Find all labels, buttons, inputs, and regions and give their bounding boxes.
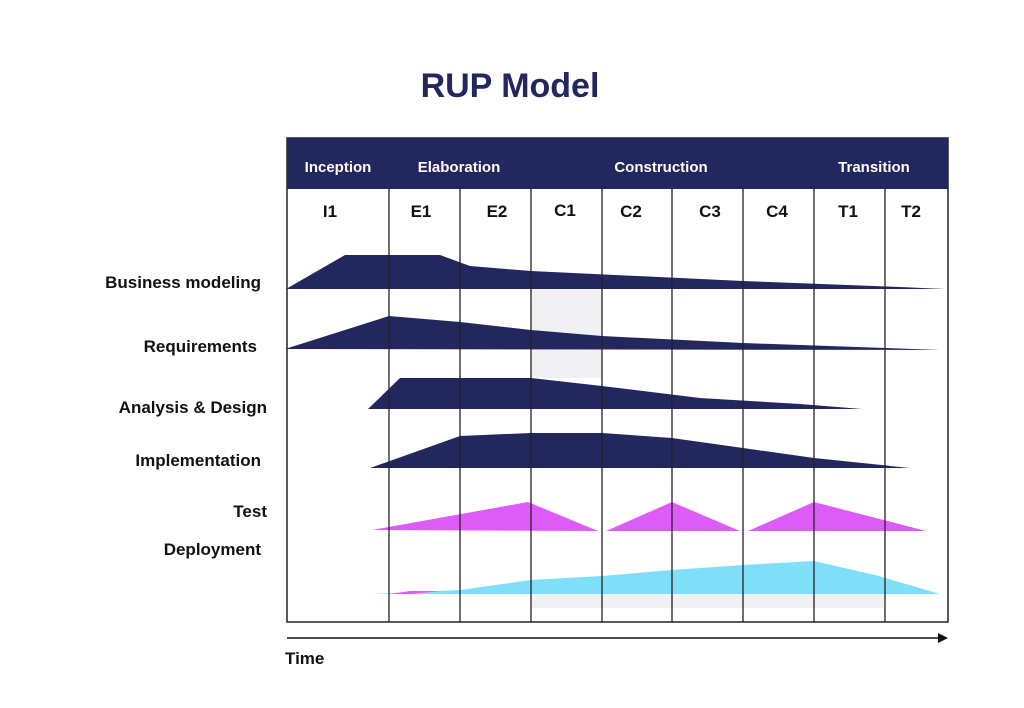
- label-analysis-design: Analysis & Design: [119, 398, 267, 417]
- implementation-shape: [370, 433, 910, 468]
- label-deployment: Deployment: [164, 540, 262, 559]
- deployment-accent: [390, 591, 440, 594]
- iteration-t2: T2: [901, 202, 921, 221]
- deployment-shape: [372, 561, 940, 594]
- iteration-labels: I1 E1 E2 C1 C2 C3 C4 T1 T2: [323, 201, 921, 221]
- iteration-c1: C1: [554, 201, 576, 220]
- label-test: Test: [233, 502, 267, 521]
- phase-elaboration: Elaboration: [418, 159, 501, 176]
- discipline-labels: Business modeling Requirements Analysis …: [105, 273, 267, 559]
- time-axis-label: Time: [285, 649, 324, 668]
- label-requirements: Requirements: [144, 337, 257, 356]
- time-axis-arrowhead: [938, 633, 948, 643]
- iteration-c2: C2: [620, 202, 642, 221]
- iteration-c3: C3: [699, 202, 721, 221]
- label-business-modeling: Business modeling: [105, 273, 261, 292]
- shade-bottom-band: [531, 594, 885, 608]
- iteration-e1: E1: [411, 202, 432, 221]
- phase-header-bar: [287, 138, 948, 189]
- diagram-frame: [286, 137, 949, 623]
- time-axis: Time: [285, 633, 948, 668]
- iteration-e2: E2: [487, 202, 508, 221]
- test-hump-construction: [606, 502, 740, 531]
- discipline-shapes: [285, 255, 945, 594]
- analysis-design-shape: [368, 378, 862, 409]
- test-hump-transition: [748, 502, 926, 531]
- phase-construction: Construction: [614, 159, 707, 176]
- iteration-c4: C4: [766, 202, 788, 221]
- phase-inception: Inception: [305, 159, 372, 176]
- phase-transition: Transition: [838, 159, 910, 176]
- iteration-i1: I1: [323, 202, 337, 221]
- label-implementation: Implementation: [135, 451, 261, 470]
- test-shapes: [372, 502, 926, 531]
- business-modeling-shape: [286, 255, 945, 289]
- iteration-t1: T1: [838, 202, 858, 221]
- phase-header-labels: Inception Elaboration Construction Trans…: [305, 159, 910, 176]
- iteration-grid-lines: [388, 189, 886, 622]
- requirements-shape: [285, 316, 940, 350]
- test-hump-elaboration: [372, 502, 598, 531]
- diagram-title: RUP Model: [421, 67, 600, 105]
